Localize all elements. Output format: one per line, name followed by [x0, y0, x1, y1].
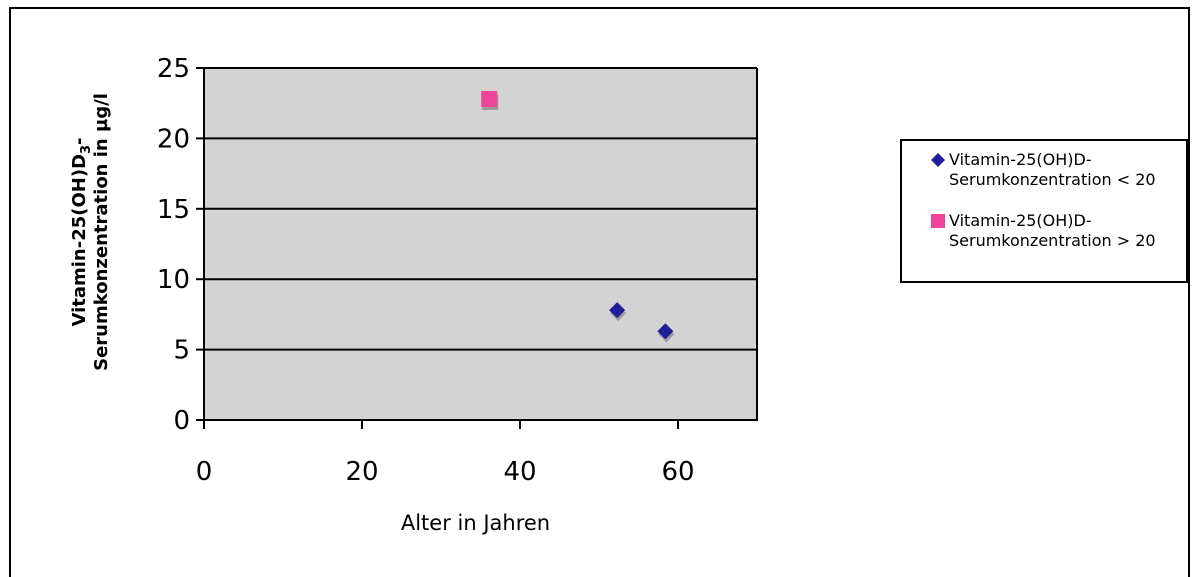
y-tick-label: 15 — [157, 195, 190, 225]
axes — [203, 68, 758, 421]
x-tick-label: 20 — [345, 457, 378, 487]
x-axis-ticks: 0 20 40 60 — [196, 420, 695, 487]
legend-label-line2: Serumkonzentration < 20 — [949, 170, 1156, 189]
y-axis-title: Vitamin-25(OH)D3- Serumkonzentration in … — [69, 93, 112, 371]
x-tick-label: 0 — [196, 457, 213, 487]
grid-lines — [204, 67, 757, 351]
x-tick-label: 40 — [503, 457, 536, 487]
x-axis-title: Alter in Jahren — [401, 511, 550, 535]
data-markers — [481, 90, 675, 343]
legend-label-line1: Vitamin-25(OH)D- — [949, 211, 1092, 230]
y-axis-ticks: 0 5 10 15 20 25 — [157, 54, 204, 436]
legend-label-line1: Vitamin-25(OH)D- — [949, 150, 1092, 169]
y-tick-label: 10 — [157, 265, 190, 295]
legend-item-below-20: Vitamin-25(OH)D- Serumkonzentration < 20 — [931, 150, 1182, 190]
y-tick-label: 20 — [157, 124, 190, 154]
square-marker-icon — [931, 214, 945, 228]
plot-area — [204, 68, 757, 420]
diamond-marker-icon — [931, 153, 945, 167]
y-axis-title-line2: Serumkonzentration in µg/l — [91, 93, 112, 371]
data-point-square — [481, 90, 498, 107]
y-tick-label: 25 — [157, 54, 190, 84]
y-tick-label: 5 — [173, 336, 190, 366]
y-axis-title-line1: Vitamin-25(OH)D3- — [69, 137, 94, 326]
data-point-diamond — [609, 302, 626, 319]
legend: Vitamin-25(OH)D- Serumkonzentration < 20… — [900, 139, 1188, 283]
legend-item-above-20: Vitamin-25(OH)D- Serumkonzentration > 20 — [931, 211, 1182, 251]
x-tick-label: 60 — [661, 457, 694, 487]
data-point-diamond — [657, 323, 674, 340]
legend-label-line2: Serumkonzentration > 20 — [949, 231, 1156, 250]
y-tick-label: 0 — [173, 406, 190, 436]
